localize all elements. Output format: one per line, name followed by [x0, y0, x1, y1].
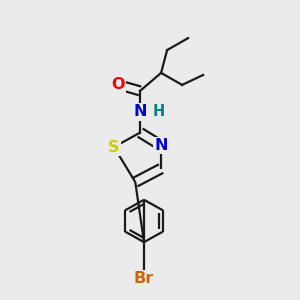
Text: O: O [111, 77, 125, 92]
Text: Br: Br [134, 271, 154, 286]
Text: H: H [153, 104, 165, 119]
Text: N: N [154, 138, 168, 153]
Text: S: S [108, 140, 120, 154]
Text: N: N [133, 104, 147, 119]
